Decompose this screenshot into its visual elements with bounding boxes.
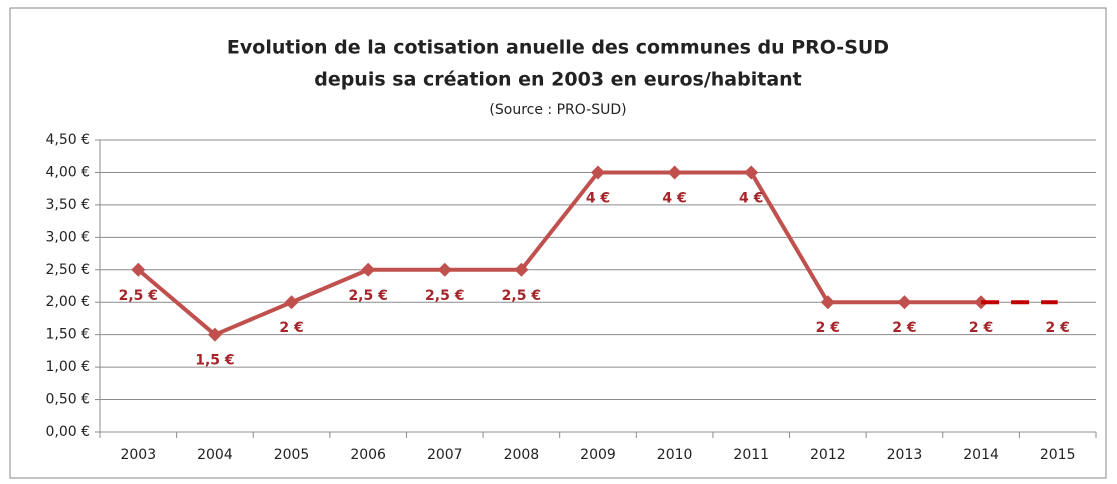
marker — [897, 295, 912, 310]
y-tick-label: 1,50 € — [45, 327, 90, 343]
x-tick-label: 2004 — [197, 447, 233, 463]
x-tick-label: 2012 — [810, 447, 846, 463]
marker — [820, 295, 835, 310]
x-tick-label: 2003 — [120, 447, 156, 463]
y-tick-label: 3,00 € — [45, 229, 90, 245]
data-label: 2,5 € — [119, 288, 158, 304]
marker — [284, 295, 299, 310]
x-tick-label: 2014 — [963, 447, 999, 463]
data-label: 2,5 € — [502, 288, 541, 304]
y-tick-label: 4,00 € — [45, 164, 90, 180]
series-line — [137, 170, 982, 337]
data-label: 2,5 € — [348, 288, 387, 304]
marker — [207, 327, 222, 342]
x-tick-label: 2013 — [887, 447, 923, 463]
x-tick-label: 2011 — [733, 447, 769, 463]
data-label: 4 € — [586, 190, 610, 206]
y-tick-label: 4,50 € — [45, 132, 90, 148]
y-tick-label: 0,50 € — [45, 392, 90, 408]
chart-title: Evolution de la cotisation anuelle des c… — [227, 37, 889, 59]
y-tick-label: 3,50 € — [45, 197, 90, 213]
x-tick-label: 2009 — [580, 447, 616, 463]
data-label: 2 € — [1046, 320, 1070, 336]
marker — [744, 165, 759, 180]
y-tick-label: 2,50 € — [45, 262, 90, 278]
x-tick-label: 2006 — [350, 447, 386, 463]
data-label: 2,5 € — [425, 288, 464, 304]
x-tick-label: 2015 — [1040, 447, 1076, 463]
x-tick-label: 2008 — [504, 447, 540, 463]
data-label: 2 € — [892, 320, 916, 336]
data-label: 1,5 € — [195, 353, 234, 369]
marker — [131, 262, 146, 277]
data-label: 2 € — [969, 320, 993, 336]
data-label: 2 € — [816, 320, 840, 336]
data-label: 4 € — [662, 190, 686, 206]
marker — [361, 262, 376, 277]
marker — [514, 262, 529, 277]
y-tick-label: 1,00 € — [45, 359, 90, 375]
marker — [667, 165, 682, 180]
y-tick-label: 2,00 € — [45, 294, 90, 310]
y-tick-label: 0,00 € — [45, 424, 90, 440]
chart-subtitle: (Source : PRO-SUD) — [489, 102, 626, 118]
marker — [591, 165, 605, 180]
x-tick-label: 2010 — [657, 447, 693, 463]
x-tick-label: 2005 — [274, 447, 310, 463]
x-tick-label: 2007 — [427, 447, 463, 463]
data-label: 2 € — [279, 320, 303, 336]
chart-title: depuis sa création en 2003 en euros/habi… — [314, 69, 802, 91]
data-label: 4 € — [739, 190, 763, 206]
marker — [437, 262, 452, 277]
